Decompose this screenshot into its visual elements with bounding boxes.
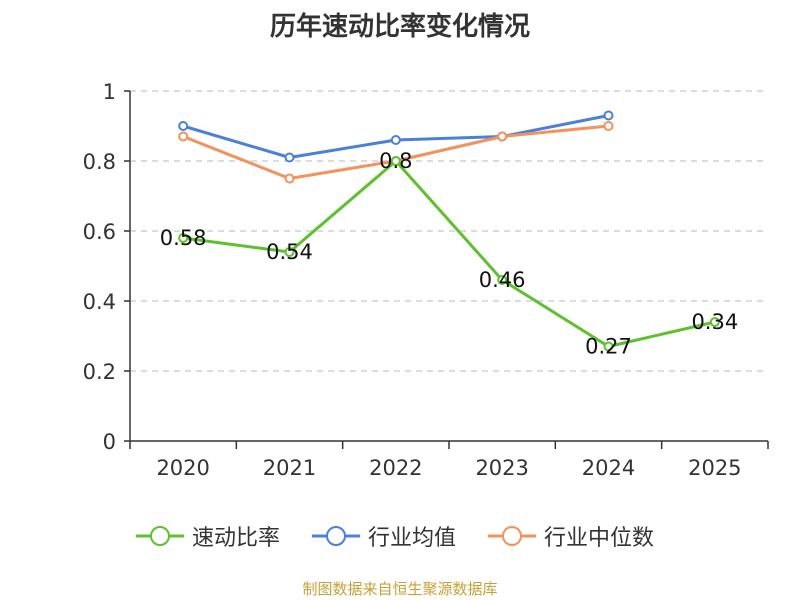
legend: 速动比率 行业均值 行业中位数 (0, 518, 800, 558)
x-tick-label: 2025 (688, 456, 741, 480)
x-tick-label: 2020 (156, 456, 209, 480)
chart-title: 历年速动比率变化情况 (269, 12, 530, 42)
data-point[interactable] (178, 131, 189, 142)
data-label: 0.34 (691, 310, 738, 334)
legend-marker-speed-ratio (136, 526, 184, 546)
data-point[interactable] (603, 121, 614, 131)
data-point[interactable] (497, 275, 508, 285)
x-tick-label: 2024 (582, 456, 635, 480)
grid-lines (130, 90, 768, 372)
data-label: 0.58 (160, 226, 207, 250)
data-point[interactable] (284, 152, 295, 163)
y-tick-label: 0.4 (83, 290, 116, 314)
y-tick-label: 0.8 (83, 150, 116, 174)
data-point[interactable] (603, 341, 614, 352)
data-point[interactable] (178, 121, 189, 131)
legend-item-industry-mean[interactable]: 行业均值 (312, 518, 456, 554)
data-label: 0.8 (379, 149, 412, 173)
x-tick-label: 2023 (475, 456, 528, 480)
data-point[interactable] (284, 173, 295, 184)
axes: 0 0.2 0.4 0.6 0.8 1 2020 2021 2022 2023 2024 2025 (83, 80, 769, 480)
legend-marker-industry-median (488, 526, 536, 546)
legend-item-industry-median[interactable]: 行业中位数 (488, 518, 654, 554)
y-tick-label: 0.2 (83, 360, 116, 384)
data-label: 0.27 (585, 335, 632, 359)
data-point[interactable] (284, 247, 295, 257)
legend-label-speed-ratio: 速动比率 (192, 526, 281, 551)
x-tick-label: 2021 (263, 456, 316, 480)
data-point[interactable] (709, 317, 720, 327)
data-point[interactable] (603, 110, 614, 121)
data-label: 0.46 (479, 268, 526, 292)
data-point[interactable] (390, 156, 401, 166)
data-point[interactable] (178, 233, 189, 243)
series-lines (178, 110, 720, 352)
data-labels: 0.58 0.54 0.8 0.46 0.27 0.34 (160, 149, 738, 359)
y-tick-label: 0 (103, 430, 116, 454)
y-tick-label: 1 (103, 80, 116, 104)
data-label: 0.54 (266, 240, 313, 264)
data-point[interactable] (390, 135, 401, 145)
legend-label-industry-median: 行业中位数 (544, 526, 655, 551)
legend-marker-industry-mean (312, 526, 360, 546)
data-source-note: 制图数据来自恒生聚源数据库 (302, 580, 498, 598)
x-tick-label: 2022 (369, 456, 422, 480)
legend-item-speed-ratio[interactable]: 速动比率 (136, 518, 280, 554)
series-line (182, 159, 716, 348)
data-point[interactable] (497, 131, 508, 142)
legend-label-industry-mean: 行业均值 (368, 526, 457, 551)
y-tick-label: 0.6 (83, 220, 116, 244)
